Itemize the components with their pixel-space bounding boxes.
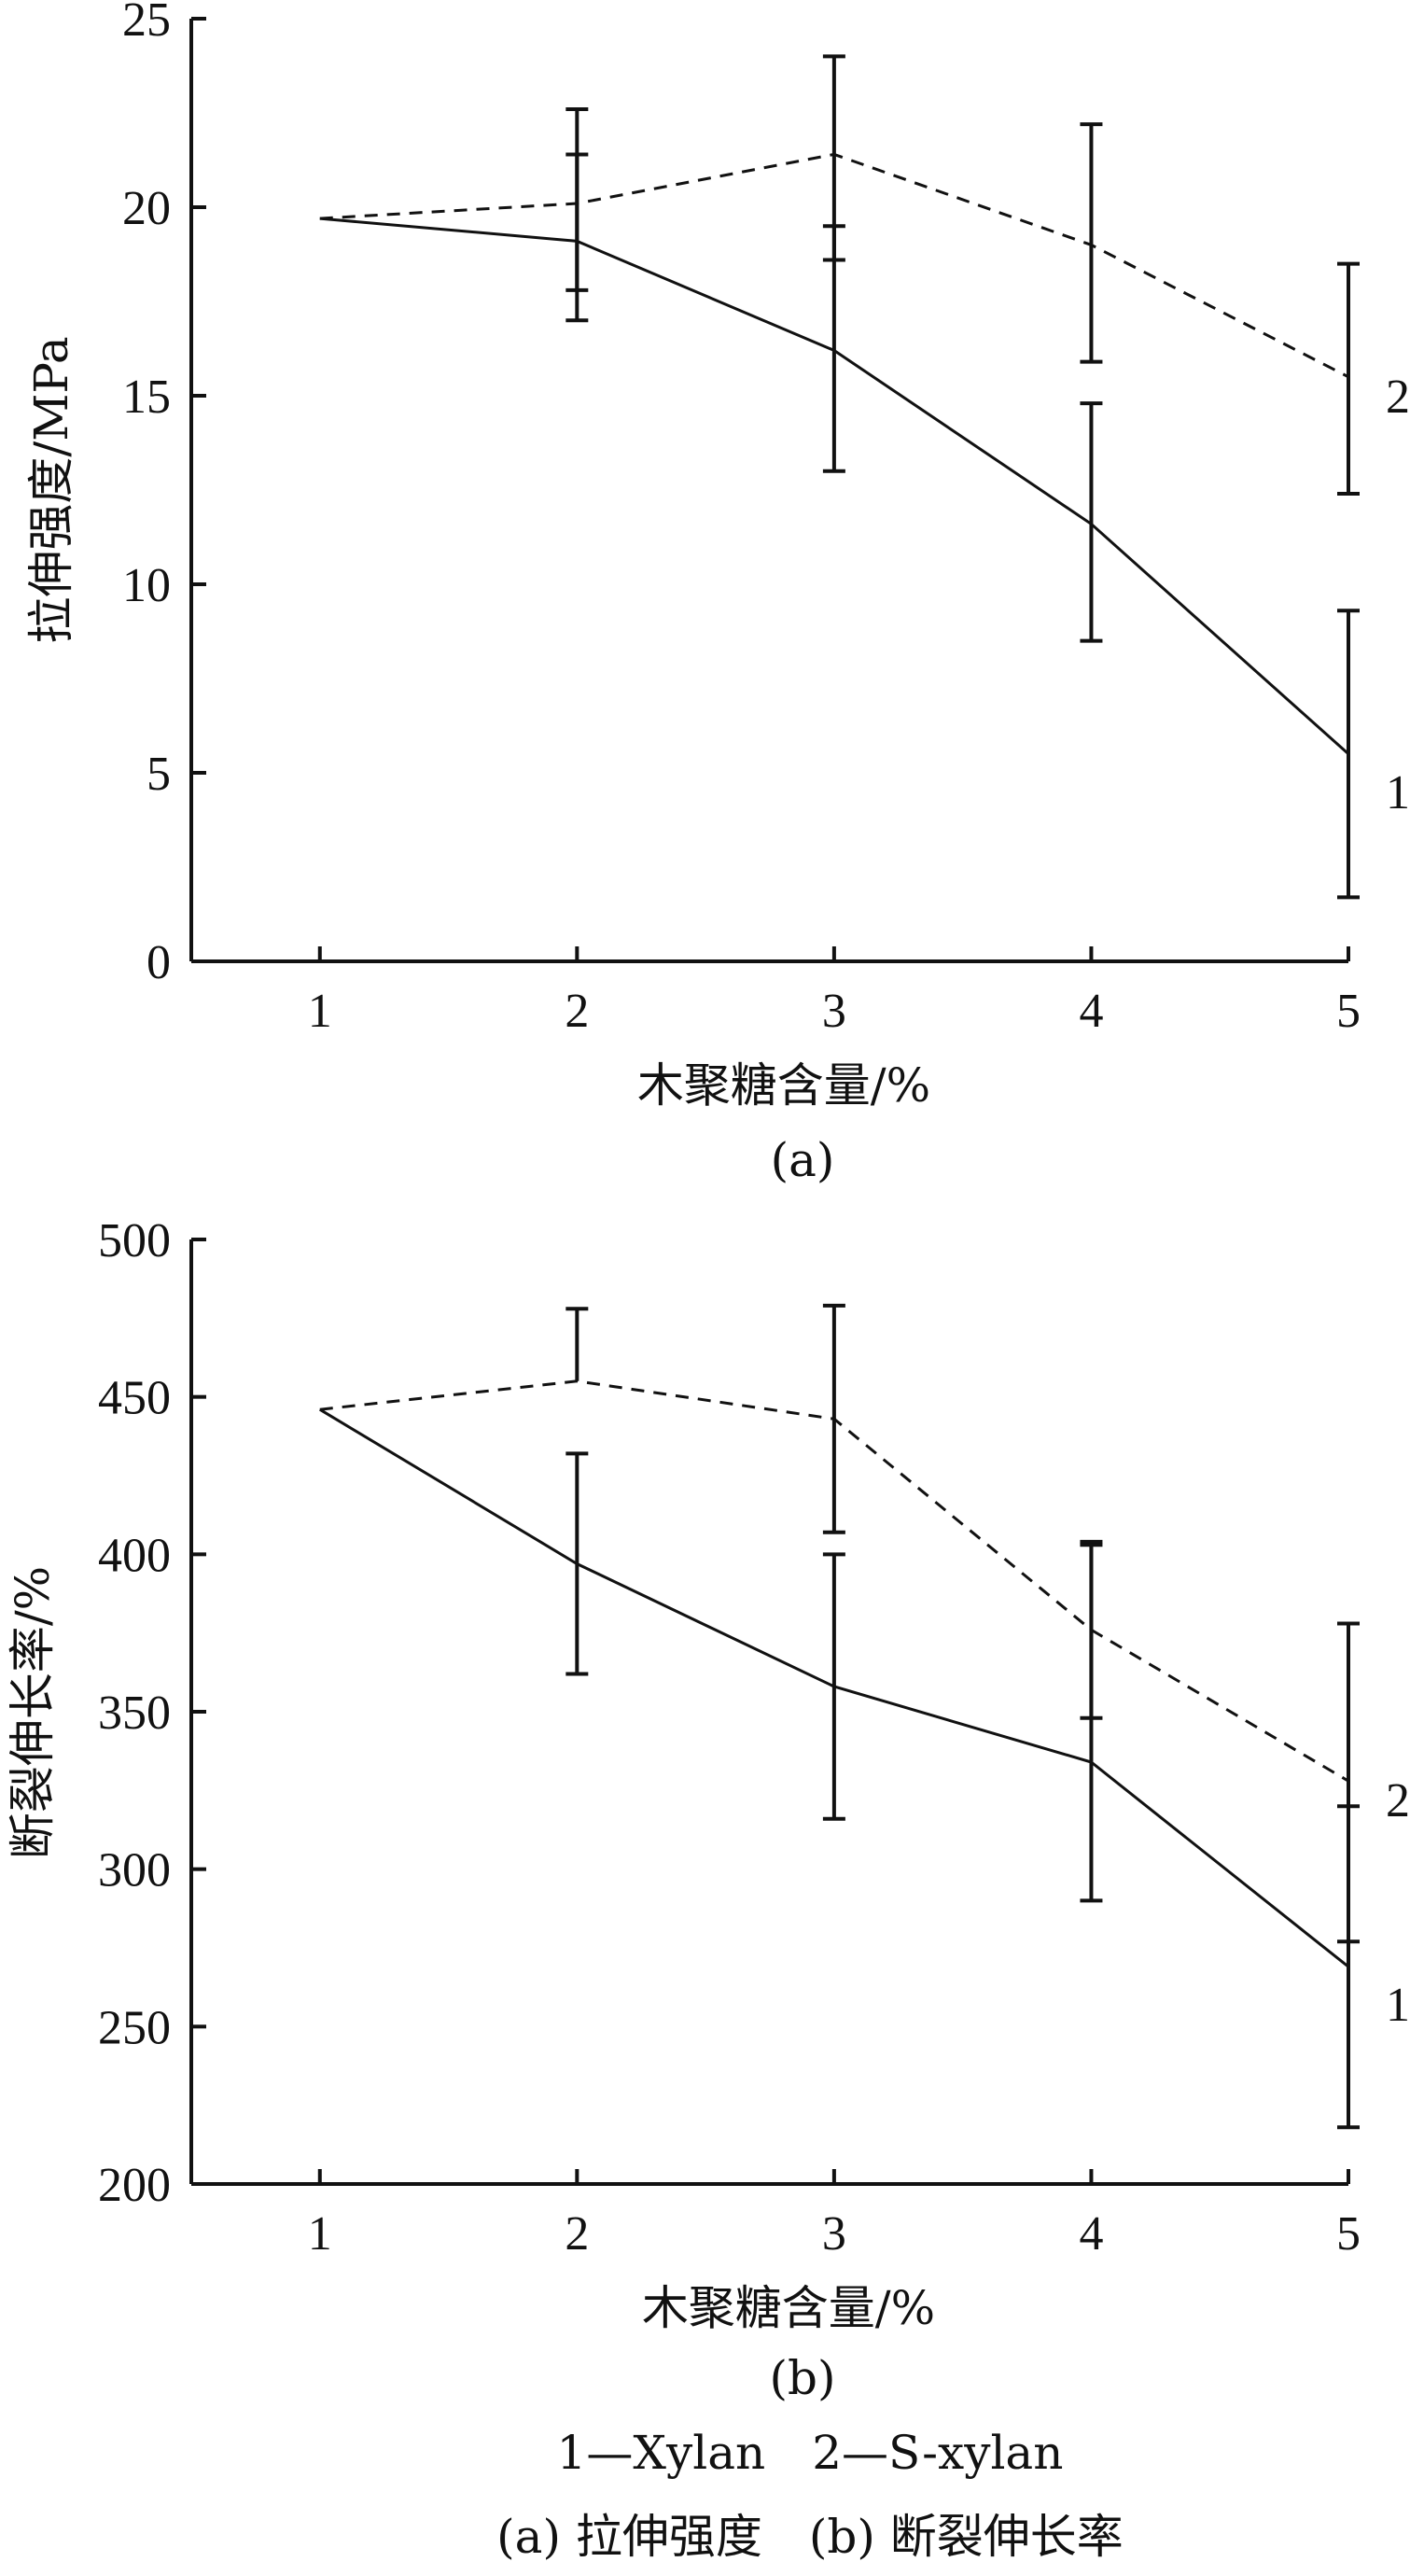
x-tick-label: 5 (1336, 985, 1361, 1038)
y-tick-label: 5 (147, 748, 171, 801)
y-axis-title: 拉伸强度/MPa (24, 336, 78, 643)
series-label-2: 2 (1386, 1774, 1410, 1827)
x-tick-label: 3 (822, 2207, 846, 2261)
x-axis-title: 木聚糖含量/% (637, 1058, 930, 1113)
y-ticks: 200 250 300 350 400 450 500 (98, 1214, 206, 2212)
y-tick-label: 400 (98, 1529, 171, 1582)
series-label-1: 1 (1386, 766, 1410, 819)
y-ticks: 0 5 10 15 20 25 (122, 0, 206, 989)
legend-text: 1—Xylan 2—S-xylan (557, 2426, 1064, 2480)
panel-label-a: (a) (771, 1133, 835, 1187)
panel-label-b: (b) (769, 2351, 835, 2405)
series-group: 12 (319, 54, 1410, 900)
y-tick-label: 300 (98, 1844, 171, 1897)
x-tick-label: 2 (565, 2207, 589, 2261)
x-ticks: 1 2 3 4 5 (308, 2169, 1361, 2261)
x-tick-label: 4 (1079, 2207, 1103, 2261)
x-axis-title: 木聚糖含量/% (642, 2281, 935, 2335)
series-label-1: 1 (1386, 1979, 1410, 2032)
x-tick-label: 5 (1336, 2207, 1361, 2261)
y-tick-label: 450 (98, 1372, 171, 1425)
y-tick-label: 25 (122, 0, 171, 47)
caption-text: (a) 拉伸强度 (b) 断裂伸长率 (496, 2510, 1124, 2564)
y-tick-label: 350 (98, 1687, 171, 1740)
y-tick-label: 15 (122, 371, 171, 424)
x-tick-label: 2 (565, 985, 589, 1038)
x-tick-label: 1 (308, 985, 332, 1038)
y-tick-label: 500 (98, 1214, 171, 1267)
x-tick-label: 4 (1079, 985, 1103, 1038)
x-ticks: 1 2 3 4 5 (308, 946, 1361, 1038)
x-tick-label: 1 (308, 2207, 332, 2261)
y-tick-label: 0 (147, 936, 171, 989)
y-tick-label: 20 (122, 182, 171, 235)
y-tick-label: 10 (122, 559, 171, 612)
y-axis-title: 断裂伸长率/% (6, 1566, 60, 1859)
y-tick-label: 200 (98, 2159, 171, 2212)
x-tick-label: 3 (822, 985, 846, 1038)
series-group: 12 (319, 1303, 1410, 2130)
series-label-2: 2 (1386, 371, 1410, 424)
y-tick-label: 250 (98, 2001, 171, 2054)
